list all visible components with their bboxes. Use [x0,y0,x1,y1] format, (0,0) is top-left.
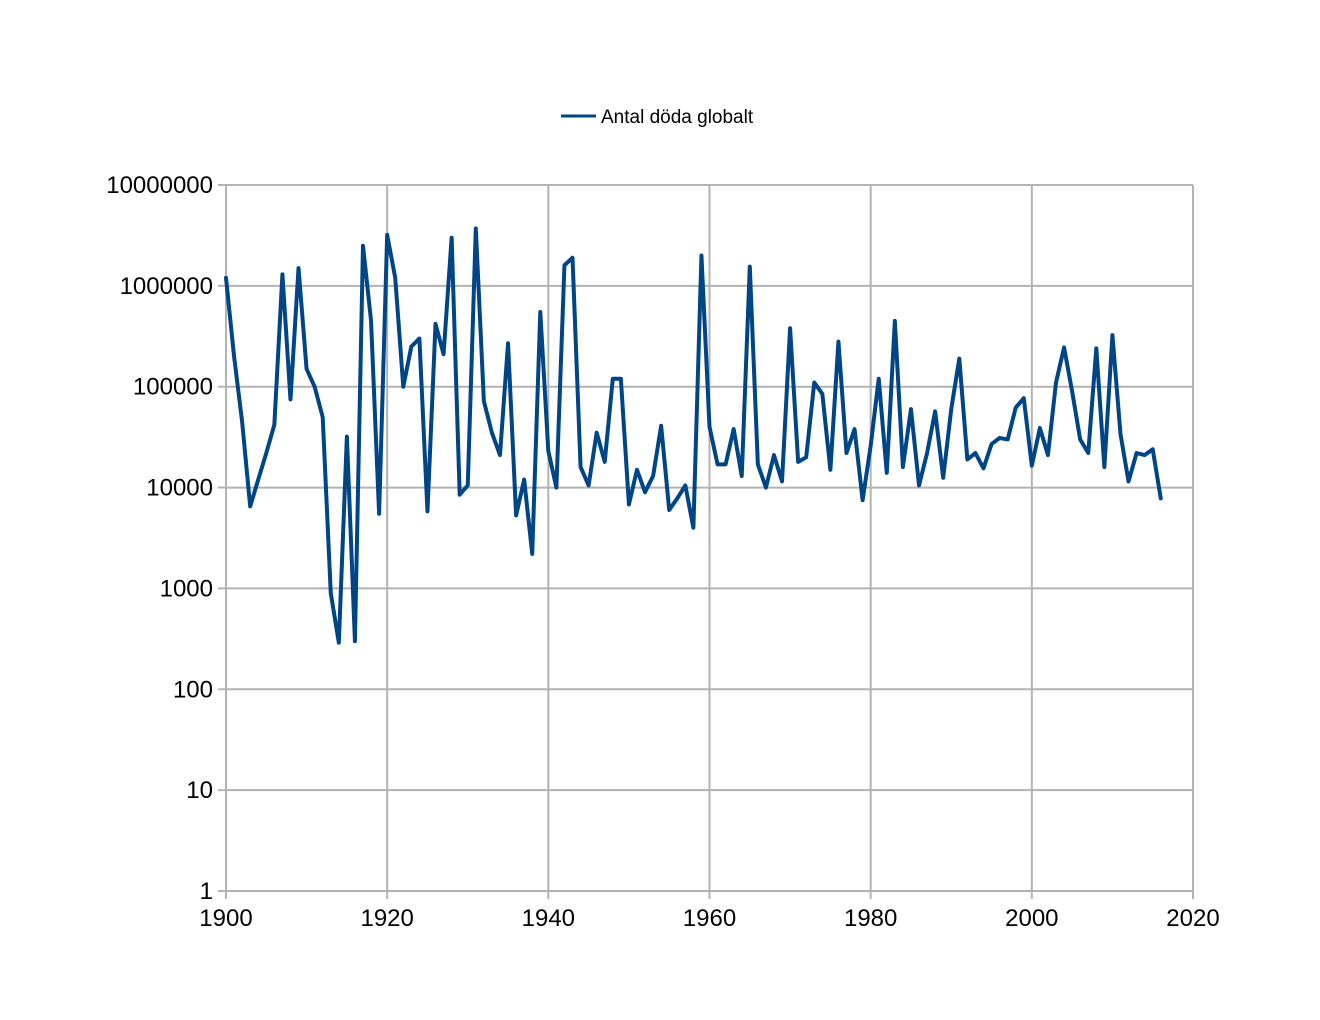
x-tick-label: 1900 [199,905,252,932]
y-tick-label: 1000000 [120,273,213,300]
data-series [224,226,1163,645]
legend-label: Antal döda globalt [601,107,754,128]
x-tick-label: 1920 [360,905,413,932]
y-tick-label: 10 [186,777,213,804]
y-tick-label: 100 [173,676,213,703]
y-tick-label: 1 [200,878,213,905]
y-axis-tick-labels: 1 10 100 1000 10000 100000 1000000 10000000 [106,172,213,905]
x-tick-label: 2020 [1166,905,1219,932]
series-line [224,226,1163,645]
x-tick-label: 2000 [1005,905,1058,932]
y-tick-label: 10000000 [106,172,213,199]
x-tick-label: 1940 [522,905,575,932]
x-tick-label: 1960 [683,905,736,932]
x-axis-tick-labels: 1900 1920 1940 1960 1980 2000 2020 [199,905,1219,932]
grid-lines [225,184,1194,892]
y-tick-label: 100000 [133,374,213,401]
legend: Antal döda globalt [561,107,754,128]
axes [218,184,1194,899]
y-tick-label: 1000 [160,575,213,602]
x-tick-label: 1980 [844,905,897,932]
y-tick-label: 10000 [146,475,213,502]
